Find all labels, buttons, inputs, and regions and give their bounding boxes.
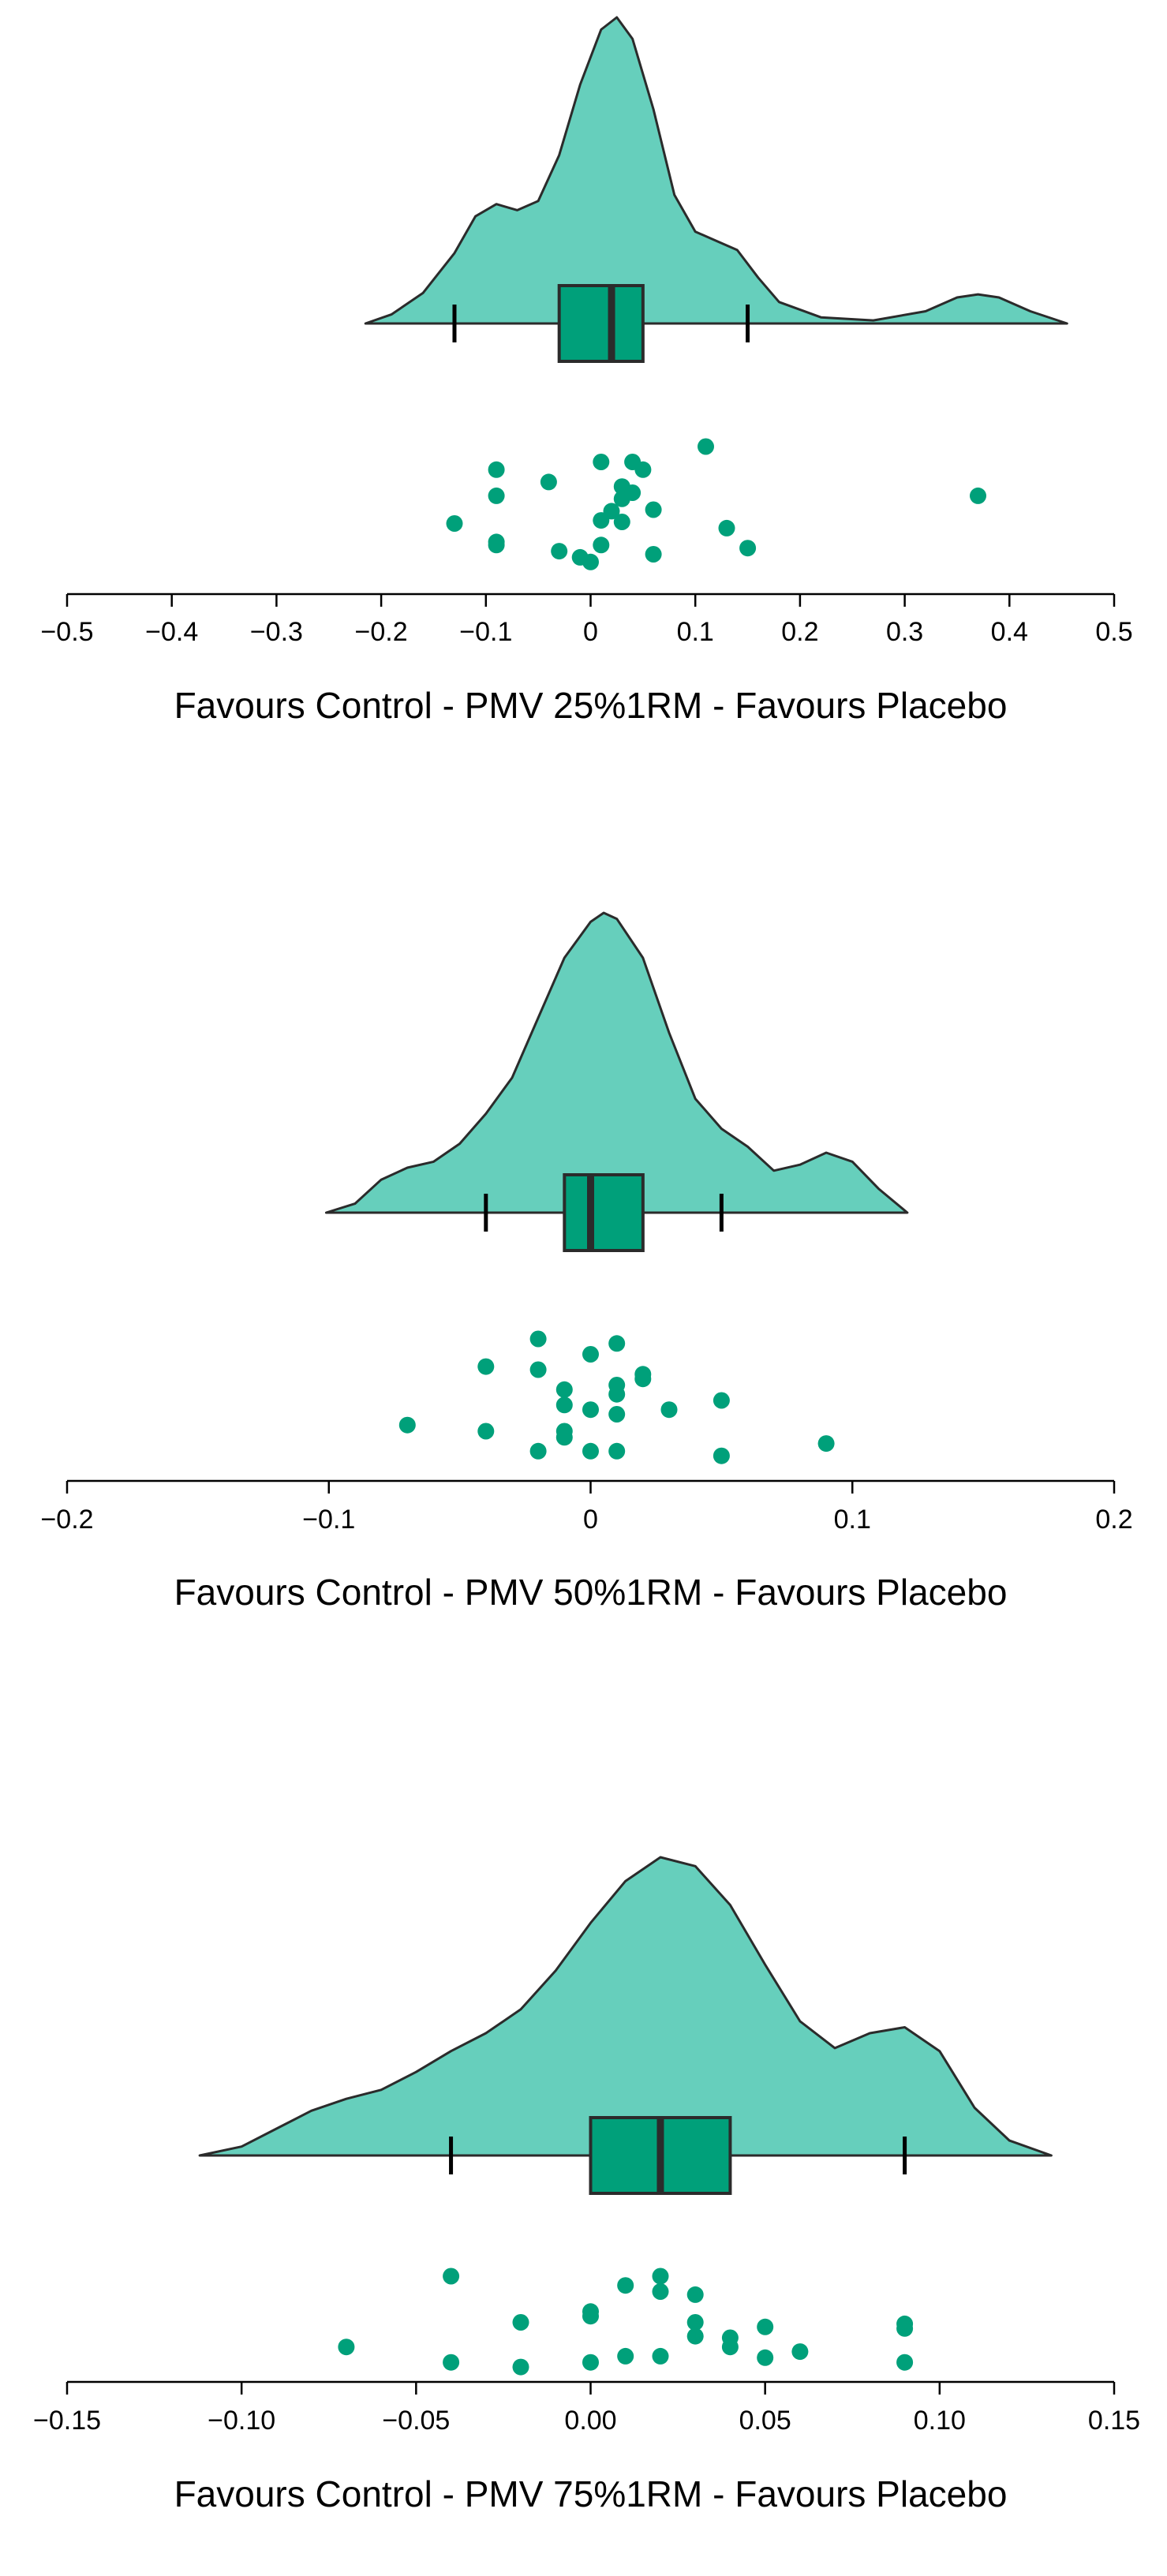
data-point: [645, 501, 662, 518]
data-point: [645, 546, 662, 563]
data-point: [488, 461, 505, 478]
data-point: [582, 2308, 599, 2325]
x-tick-label: 0.4: [991, 617, 1028, 647]
iqr-box: [557, 284, 645, 363]
data-point: [721, 2339, 739, 2356]
x-tick-label: 0.10: [914, 2406, 966, 2436]
x-tick-label: 0: [583, 617, 598, 647]
data-point: [686, 2286, 704, 2303]
data-point: [608, 1335, 626, 1352]
data-point: [488, 537, 505, 554]
x-tick-label: −0.05: [382, 2406, 450, 2436]
panel-2: −0.2 −0.1 0 0.1 0.2 Favours Control - PMV 50%…: [40, 911, 1133, 1613]
data-point: [896, 2354, 914, 2371]
data-point: [817, 1435, 835, 1453]
data-point: [555, 1381, 573, 1398]
data-point: [713, 1392, 730, 1409]
data-point: [338, 2339, 355, 2356]
data-point: [713, 1447, 730, 1464]
data-point: [660, 1401, 678, 1419]
data-point: [634, 461, 652, 478]
x-tick-label: −0.15: [33, 2406, 101, 2436]
x-tick-label: 0.3: [886, 617, 923, 647]
x-tick-label: 0.15: [1088, 2406, 1140, 2436]
data-point: [896, 2320, 914, 2337]
data-point: [652, 2347, 669, 2365]
data-point: [488, 487, 505, 504]
data-point: [551, 543, 568, 560]
data-point: [582, 1442, 599, 1460]
x-tick-label: −0.5: [40, 617, 93, 647]
data-point: [512, 2314, 529, 2331]
x-tick-label: 0: [583, 1505, 598, 1535]
x-tick-label: 0.05: [739, 2406, 791, 2436]
density-cloud: [324, 911, 909, 1214]
data-point: [529, 1361, 547, 1378]
data-point: [398, 1416, 416, 1434]
x-tick-label: −0.1: [302, 1505, 355, 1535]
density-cloud: [364, 16, 1068, 325]
data-point: [582, 553, 599, 570]
data-point: [582, 2354, 599, 2371]
data-point: [512, 2358, 529, 2376]
data-point: [529, 1442, 547, 1460]
x-tick-label: 0.2: [781, 617, 818, 647]
data-point: [593, 454, 610, 470]
data-point: [613, 514, 630, 530]
data-point: [477, 1423, 495, 1440]
data-point: [582, 1401, 599, 1419]
data-point: [617, 2347, 634, 2365]
data-point: [757, 2318, 774, 2335]
data-point: [634, 1370, 652, 1388]
x-tick-label: 0.2: [1095, 1505, 1132, 1535]
data-point: [698, 438, 714, 455]
data-point: [443, 2268, 460, 2285]
data-point: [593, 512, 610, 529]
data-point: [608, 1385, 626, 1403]
x-axis-title: Favours Control - PMV 75%1RM - Favours P…: [174, 2473, 1008, 2514]
iqr-box: [563, 1173, 645, 1252]
x-tick-label: 0.1: [677, 617, 714, 647]
x-axis-title: Favours Control - PMV 25%1RM - Favours P…: [174, 685, 1008, 726]
data-point: [652, 2283, 669, 2300]
data-point: [443, 2354, 460, 2371]
data-point: [555, 1429, 573, 1446]
data-point: [477, 1358, 495, 1375]
data-point: [791, 2343, 809, 2361]
x-tick-label: −0.2: [40, 1505, 93, 1535]
data-point: [613, 490, 630, 507]
data-point: [555, 1396, 573, 1414]
data-point: [757, 2349, 774, 2366]
x-tick-label: −0.10: [208, 2406, 275, 2436]
x-tick-label: −0.3: [250, 617, 303, 647]
panel-1: −0.5 −0.4 −0.3 −0.2 −0.1 0 0.1 0.2 0.3 0.4 0.5 Favo…: [40, 16, 1133, 726]
x-tick-label: 0.00: [564, 2406, 616, 2436]
x-axis-title: Favours Control - PMV 50%1RM - Favours P…: [174, 1572, 1008, 1613]
density-cloud: [198, 1856, 1053, 2157]
data-point: [686, 2314, 704, 2331]
data-point: [529, 1330, 547, 1348]
data-point: [540, 473, 557, 491]
x-tick-label: 0.5: [1095, 617, 1132, 647]
data-point: [446, 515, 463, 532]
panel-3: −0.15 −0.10 −0.05 0.00 0.05 0.10 0.15 Favours C…: [33, 1856, 1140, 2514]
x-tick-label: 0.1: [834, 1505, 871, 1535]
x-tick-label: −0.2: [355, 617, 408, 647]
data-point: [617, 2277, 634, 2294]
x-tick-label: −0.4: [145, 617, 198, 647]
data-point: [652, 2268, 669, 2285]
data-point: [970, 487, 986, 504]
data-point: [718, 519, 735, 537]
data-point: [686, 2327, 704, 2345]
data-point: [608, 1406, 626, 1423]
data-point: [739, 540, 757, 557]
data-point: [582, 1346, 599, 1363]
x-tick-label: −0.1: [459, 617, 512, 647]
data-point: [608, 1442, 626, 1460]
data-point: [593, 537, 610, 554]
